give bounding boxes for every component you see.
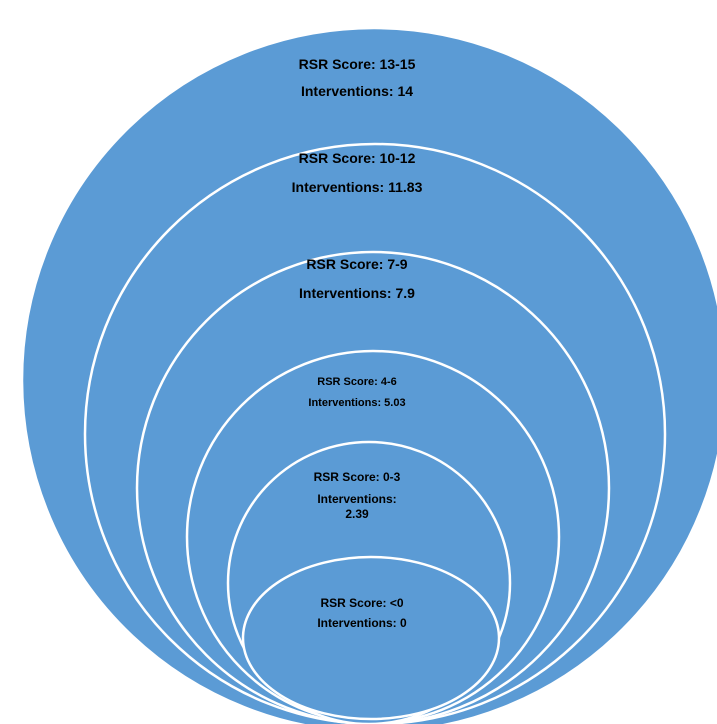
level-3-label: RSR Score: 7-9 Interventions: 7.9 [287,256,427,302]
level-6-label: RSR Score: <0 Interventions: 0 [310,596,414,631]
level-4-score: RSR Score: 4-6 [317,376,397,388]
level-4-label: RSR Score: 4-6 Interventions: 5.03 [302,376,412,410]
level-5-score: RSR Score: 0-3 [313,470,401,484]
level-6-score: RSR Score: <0 [320,596,404,610]
level-2-score: RSR Score: 10-12 [298,150,416,166]
level-3-interventions: Interventions: 7.9 [299,284,415,301]
level-5-interventions: Interventions: 2.39 [317,492,397,521]
level-1-label: RSR Score: 13-15 Interventions: 14 [257,56,457,100]
level-1-score: RSR Score: 13-15 [298,56,416,72]
level-5-label: RSR Score: 0-3 Interventions: 2.39 [304,470,410,521]
level-3-score: RSR Score: 7-9 [306,256,408,272]
level-2-label: RSR Score: 10-12 Interventions: 11.83 [272,150,442,196]
level-2-interventions: Interventions: 11.83 [291,178,423,195]
level-4-interventions: Interventions: 5.03 [308,397,406,410]
level-6-interventions: Interventions: 0 [317,616,407,631]
level-1-interventions: Interventions: 14 [300,82,414,99]
circle-level-6 [241,555,501,721]
